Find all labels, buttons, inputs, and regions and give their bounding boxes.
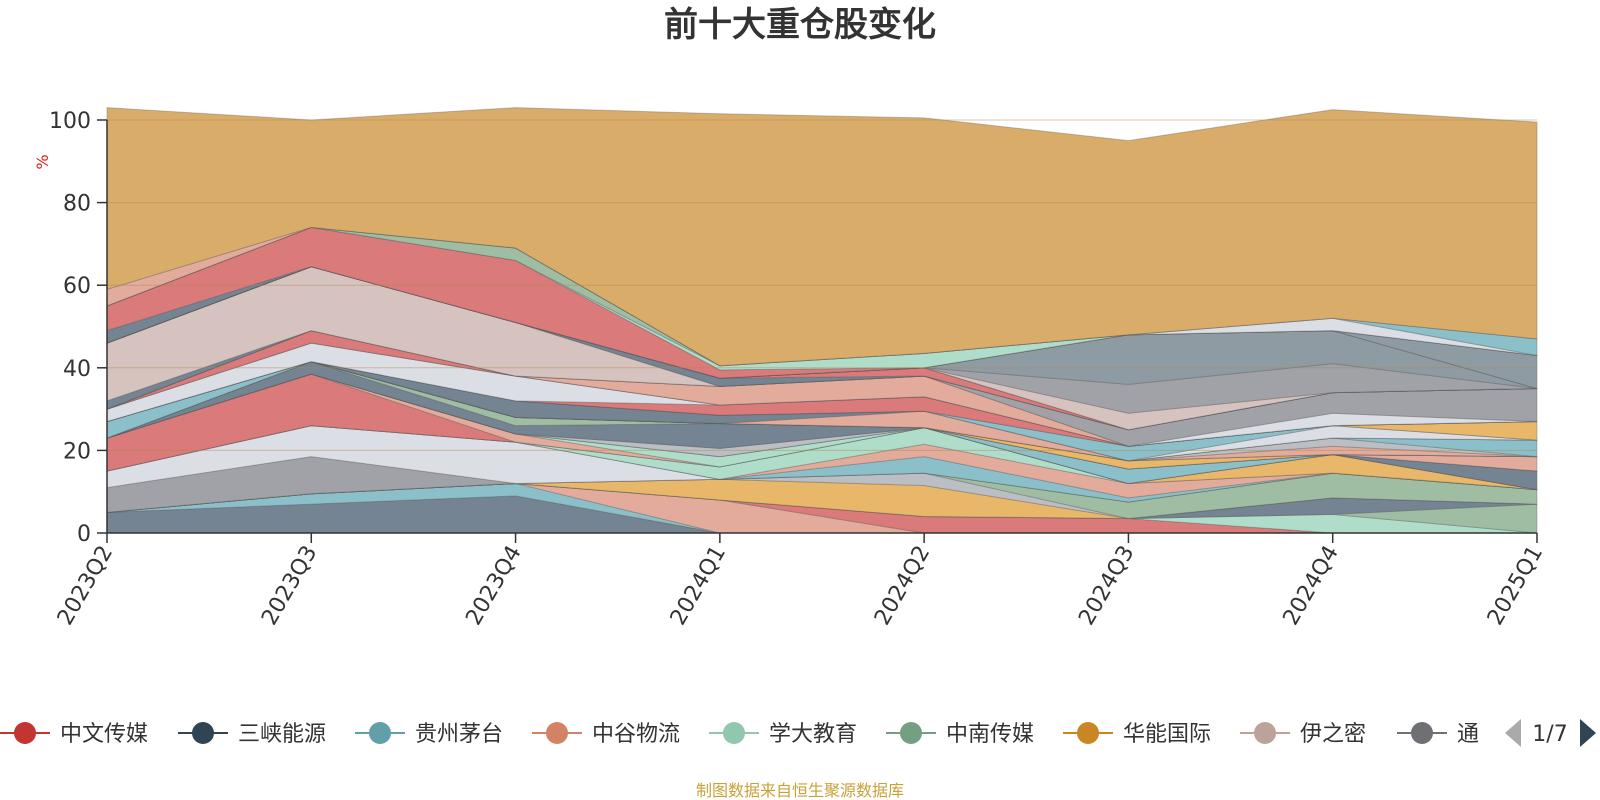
legend-marker-icon [192,722,214,744]
legend[interactable]: 中文传媒 三峡能源 贵州茅台 中谷物流 学大教育 中南传媒 华能国际 伊之密 通 1/7 [0,713,1596,753]
y-tick-label: 60 [63,274,91,299]
area-series-4 [106,482,1537,534]
footer-source: 制图数据来自恒生聚源数据库 [696,781,904,800]
area-series-56 [106,266,1538,390]
legend-label: 三峡能源 [238,722,326,747]
x-tick-label: 2023Q2 [53,542,118,630]
y-tick-label: 80 [63,192,91,217]
area-series-23 [106,373,1538,472]
y-tick-label: 0 [77,522,91,547]
legend-label: 中南传媒 [946,722,1034,747]
legend-label: 伊之密 [1300,722,1366,747]
legend-marker-icon [369,722,391,744]
area-series-2 [106,482,1537,534]
legend-label: 学大教育 [769,722,857,747]
legend-prev-page-icon[interactable] [1505,719,1521,747]
legend-item-1[interactable]: 中文传媒 [0,722,148,747]
legend-marker-icon [546,722,568,744]
legend-item-2[interactable]: 三峡能源 [178,722,326,747]
y-tick-label: 20 [63,439,91,464]
x-tick-label: 2025Q1 [1483,542,1548,630]
legend-marker-icon [14,722,36,744]
legend-label: 中谷物流 [592,722,680,747]
area-series-20 [106,373,1538,491]
x-tick-label: 2024Q4 [1279,542,1344,630]
x-tick-label: 2023Q3 [257,542,322,630]
area-series-6 [106,482,1538,534]
y-tick-label: 100 [49,109,91,134]
legend-marker-icon [1254,722,1276,744]
legend-item-7[interactable]: 华能国际 [1063,722,1211,747]
area-series-64 [106,107,1538,367]
legend-label: 通 [1457,722,1479,747]
area-series-44 [106,330,1538,447]
x-tick-label: 2024Q2 [870,542,935,630]
area-series-63 [106,226,1538,367]
plot-areas [106,107,1538,534]
area-series-57 [106,266,1538,379]
legend-label: 华能国际 [1123,722,1211,747]
legend-item-3[interactable]: 贵州茅台 [355,722,503,747]
area-series-36 [106,361,1538,447]
legend-marker-icon [1077,722,1099,744]
x-tick-label: 2024Q3 [1074,542,1139,630]
area-series-3 [106,482,1537,534]
legend-marker-icon [723,722,745,744]
y-axis-unit: % [33,154,52,169]
x-tick-label: 2023Q4 [461,542,526,630]
legend-next-page-icon[interactable] [1580,719,1596,747]
y-tick-label: 40 [63,357,91,382]
legend-item-8[interactable]: 伊之密 [1240,722,1366,747]
legend-marker-icon [1411,722,1433,744]
legend-label: 中文传媒 [60,722,148,747]
x-tick-label: 2024Q1 [666,542,731,630]
area-series-12 [106,425,1538,503]
legend-label: 贵州茅台 [415,722,503,747]
area-series-17 [106,373,1538,491]
legend-page-indicator: 1/7 [1532,722,1567,747]
area-series-27 [106,361,1538,462]
chart-title: 前十大重仓股变化 [664,5,936,45]
area-series-62 [106,226,1538,367]
legend-clip-mask [1478,713,1492,753]
area-series-31 [106,361,1538,462]
legend-item-4[interactable]: 中谷物流 [532,722,680,747]
area-series-58 [106,226,1538,379]
legend-item-5[interactable]: 学大教育 [709,722,857,747]
legend-item-9[interactable]: 通 [1397,722,1479,747]
legend-item-6[interactable]: 中南传媒 [886,722,1034,747]
legend-marker-icon [900,722,922,744]
